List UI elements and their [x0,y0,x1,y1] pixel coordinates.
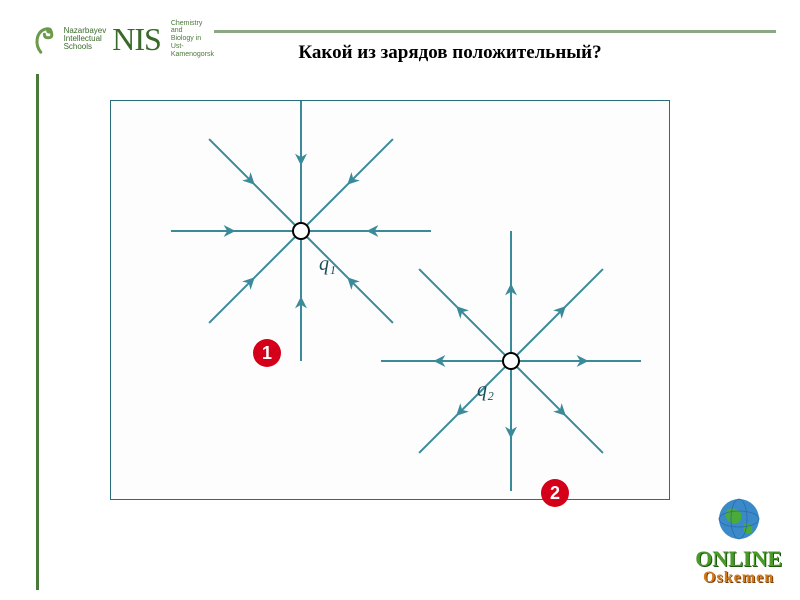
frame-left [36,30,39,590]
diagram-container: q₁1q₂2 [110,100,670,500]
watermark: ONLINE Oskemen [695,496,782,586]
watermark-line2: Oskemen [695,570,782,586]
logo: Nazarbayev Intellectual Schools NIS Chem… [24,4,214,74]
logo-abbrev: NIS [112,21,161,58]
logo-swirl-icon [24,11,58,67]
answer-badge-2[interactable]: 2 [541,479,569,507]
logo-tag2: Biology in [171,35,214,43]
logo-org3: Schools [64,43,107,51]
page-title: Какой из зарядов положительный? [240,42,660,64]
globe-icon [716,496,762,542]
watermark-line1: ONLINE [695,548,782,570]
charge-label-q1: q₁ [319,253,336,276]
charge-label-q2: q₂ [477,379,494,402]
logo-tag1: Chemistry and [171,20,214,35]
field-diagram [111,101,671,501]
logo-tag3: Ust-Kamenogorsk [171,43,214,58]
answer-badge-1[interactable]: 1 [253,339,281,367]
